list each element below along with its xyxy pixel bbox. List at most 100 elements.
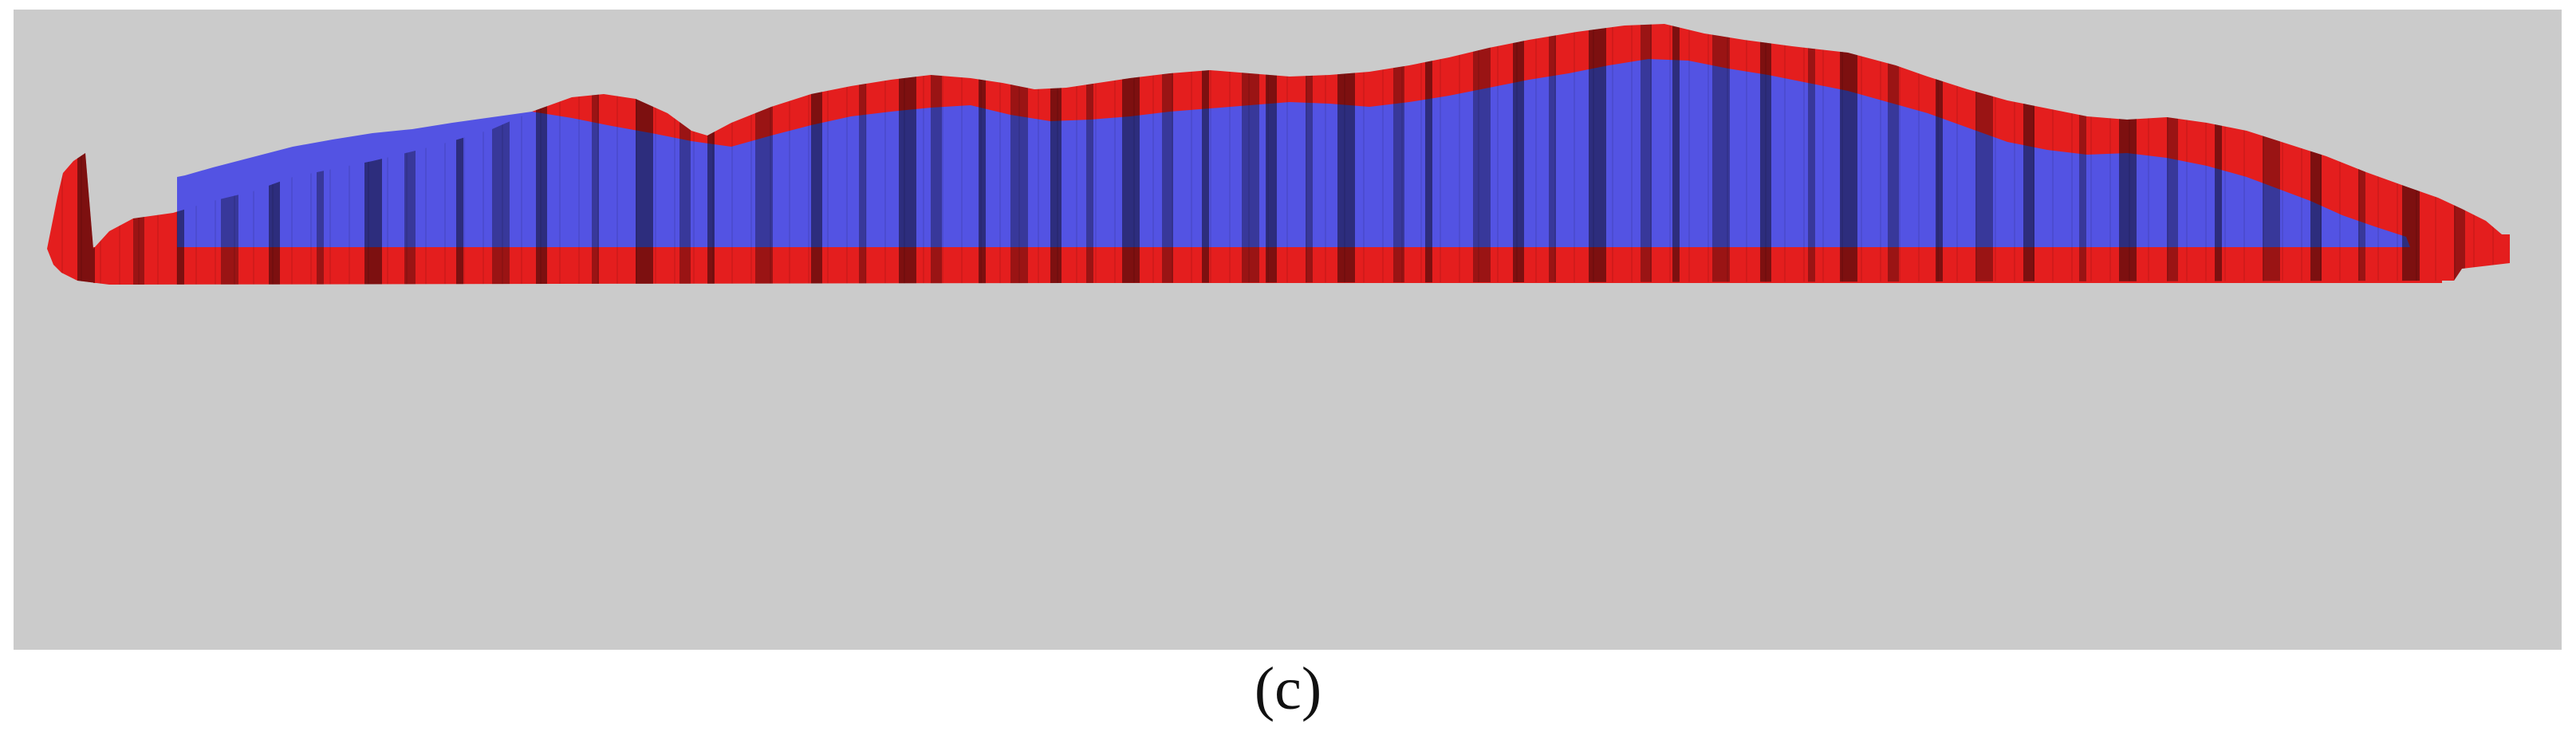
voxel-column-edge — [1995, 24, 1996, 285]
voxel-column-edge — [1899, 24, 1900, 285]
voxel-column-edge — [1746, 24, 1747, 285]
voxel-column-edge — [2129, 24, 2130, 285]
voxel-column-edge — [655, 24, 656, 285]
voxel-column-edge — [444, 24, 446, 285]
voxel-column-edge — [770, 24, 771, 285]
voxel-column-edge — [1191, 24, 1192, 285]
voxel-column-edge — [1554, 24, 1556, 285]
voxel-column-edge — [1382, 24, 1384, 285]
shadow-stripe — [1306, 24, 1313, 285]
shadow-stripe — [1337, 24, 1355, 285]
voxel-column-edge — [980, 24, 982, 285]
voxel-column-edge — [1669, 24, 1671, 285]
voxel-column-edge — [846, 24, 848, 285]
voxel-column-edge — [1248, 24, 1250, 285]
voxel-column-edge — [1497, 24, 1499, 285]
voxel-column-edge — [1018, 24, 1020, 285]
voxel-column-edge — [865, 24, 867, 285]
shadow-stripe — [1760, 24, 1771, 285]
voxel-column-edge — [1095, 24, 1097, 285]
voxel-column-edge — [1152, 24, 1154, 285]
voxel-column-edge — [1631, 24, 1633, 285]
voxel-column-edge — [1306, 24, 1307, 285]
shadow-stripe — [859, 24, 866, 285]
voxel-column-edge — [2263, 24, 2264, 285]
shadow-stripe — [1936, 24, 1943, 285]
voxel-column-edge — [1688, 24, 1690, 285]
voxel-column-edge — [1956, 24, 1958, 285]
voxel-column-edge — [750, 24, 752, 285]
voxel-column-edge — [1420, 24, 1422, 285]
voxel-column-edge — [1918, 24, 1920, 285]
voxel-column-edge — [2148, 24, 2149, 285]
voxel-column-edge — [1478, 24, 1479, 285]
voxel-column-edge — [999, 24, 1001, 285]
voxel-column-edge — [1880, 24, 1881, 285]
voxel-column-edge — [1841, 24, 1843, 285]
voxel-column-edge — [2282, 24, 2283, 285]
shadow-stripe — [1712, 24, 1730, 285]
voxel-column-edge — [559, 24, 561, 285]
voxel-column-edge — [1975, 24, 1977, 285]
voxel-column-edge — [884, 24, 886, 285]
voxel-column-edge — [731, 24, 733, 285]
voxel-column-edge — [2109, 24, 2111, 285]
voxel-column-edge — [1172, 24, 1173, 285]
voxel-column-edge — [1440, 24, 1441, 285]
voxel-column-edge — [1765, 24, 1767, 285]
voxel-column-edge — [1229, 24, 1231, 285]
voxel-column-edge — [616, 24, 618, 285]
voxel-column-edge — [1325, 24, 1326, 285]
shadow-stripe — [1473, 24, 1491, 285]
voxel-column-edge — [1133, 24, 1135, 285]
voxel-column-edge — [1114, 24, 1116, 285]
voxel-column-edge — [712, 24, 714, 285]
shadow-stripe — [1672, 24, 1680, 285]
voxel-column-edge — [1727, 24, 1728, 285]
voxel-column-edge — [1803, 24, 1805, 285]
shadow-stripe — [1641, 24, 1652, 285]
shadow-stripe — [1086, 24, 1093, 285]
voxel-column-edge — [1861, 24, 1862, 285]
voxel-column-edge — [827, 24, 829, 285]
shadow-stripe — [899, 24, 916, 285]
voxel-column-edge — [2014, 24, 2015, 285]
voxel-column-edge — [1822, 24, 1824, 285]
voxel-column-edge — [1784, 24, 1786, 285]
shadow-stripe — [1425, 24, 1432, 285]
voxel-column-edge — [2071, 24, 2073, 285]
voxel-column-edge — [406, 24, 408, 285]
voxel-column-edge — [2205, 24, 2207, 285]
shadow-stripe — [979, 24, 986, 285]
voxel-column-edge — [1267, 24, 1269, 285]
shadow-stripe — [1808, 24, 1815, 285]
shadow-stripe — [1589, 24, 1606, 285]
voxel-column-edge — [961, 24, 963, 285]
voxel-column-edge — [2052, 24, 2054, 285]
voxel-column-edge — [2033, 24, 2034, 285]
voxel-column-edge — [808, 24, 809, 285]
shadow-stripe — [2215, 24, 2222, 285]
voxel-column-edge — [2167, 24, 2168, 285]
voxel-column-edge — [521, 24, 522, 285]
shadow-stripe — [456, 24, 463, 285]
voxel-column-edge — [1535, 24, 1537, 285]
voxel-column-edge — [1363, 24, 1365, 285]
shadow-stripe — [1162, 24, 1173, 285]
voxel-column-edge — [2243, 24, 2245, 285]
voxel-column-edge — [693, 24, 695, 285]
voxel-column-edge — [789, 24, 790, 285]
voxel-column-edge — [1459, 24, 1460, 285]
voxel-column-edge — [1038, 24, 1039, 285]
voxel-column-edge — [904, 24, 905, 285]
shadow-stripe — [707, 24, 715, 285]
voxel-column-edge — [1286, 24, 1288, 285]
voxel-column-edge — [463, 24, 465, 285]
voxel-column-edge — [502, 24, 503, 285]
voxel-column-edge — [636, 24, 637, 285]
voxel-column-edge — [1612, 24, 1613, 285]
voxel-column-edge — [540, 24, 542, 285]
shadow-stripe — [931, 24, 942, 285]
voxel-rendering — [14, 10, 2562, 650]
voxel-column-edge — [2224, 24, 2226, 285]
